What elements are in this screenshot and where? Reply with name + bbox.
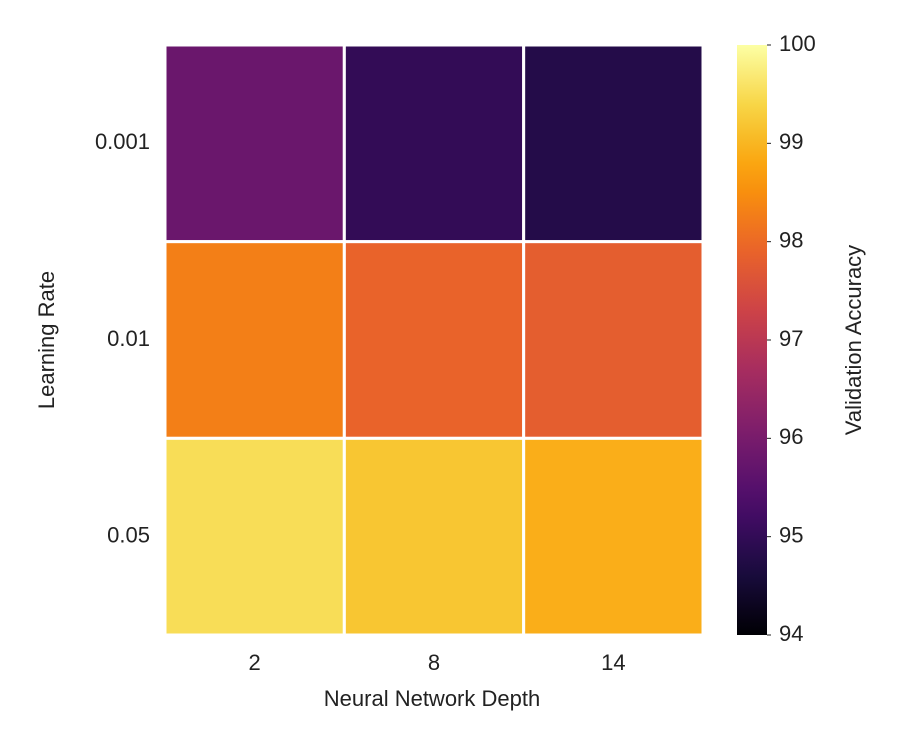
heatmap-cell	[342, 436, 526, 637]
y-tick-label: 0.001	[95, 129, 150, 154]
x-axis-label: Neural Network Depth	[324, 686, 540, 711]
heatmap-cell	[163, 436, 346, 637]
colorbar-tick-label: 96	[779, 424, 803, 449]
x-tick-label: 8	[428, 650, 440, 675]
colorbar-tick-label: 99	[779, 129, 803, 154]
colorbar-tick-label: 94	[779, 621, 803, 646]
colorbar-label: Validation Accuracy	[841, 245, 866, 435]
x-tick-label: 14	[601, 650, 625, 675]
heatmap-cell	[163, 43, 346, 244]
y-tick-label: 0.05	[107, 522, 150, 547]
heatmap-cell	[522, 43, 705, 244]
colorbar-tick-label: 95	[779, 522, 803, 547]
y-tick-label: 0.01	[107, 326, 150, 351]
colorbar-tick-label: 98	[779, 227, 803, 252]
heatmap-cell	[522, 240, 705, 440]
colorbar-tick-label: 100	[779, 31, 816, 56]
y-axis-label: Learning Rate	[34, 271, 59, 409]
colorbar-tick-label: 97	[779, 326, 803, 351]
heatmap-cell	[342, 43, 526, 244]
x-tick-label: 2	[249, 650, 261, 675]
heatmap-cell	[522, 436, 705, 637]
heatmap-cell	[163, 240, 346, 440]
colorbar	[737, 45, 767, 635]
heatmap-cell	[342, 240, 526, 440]
